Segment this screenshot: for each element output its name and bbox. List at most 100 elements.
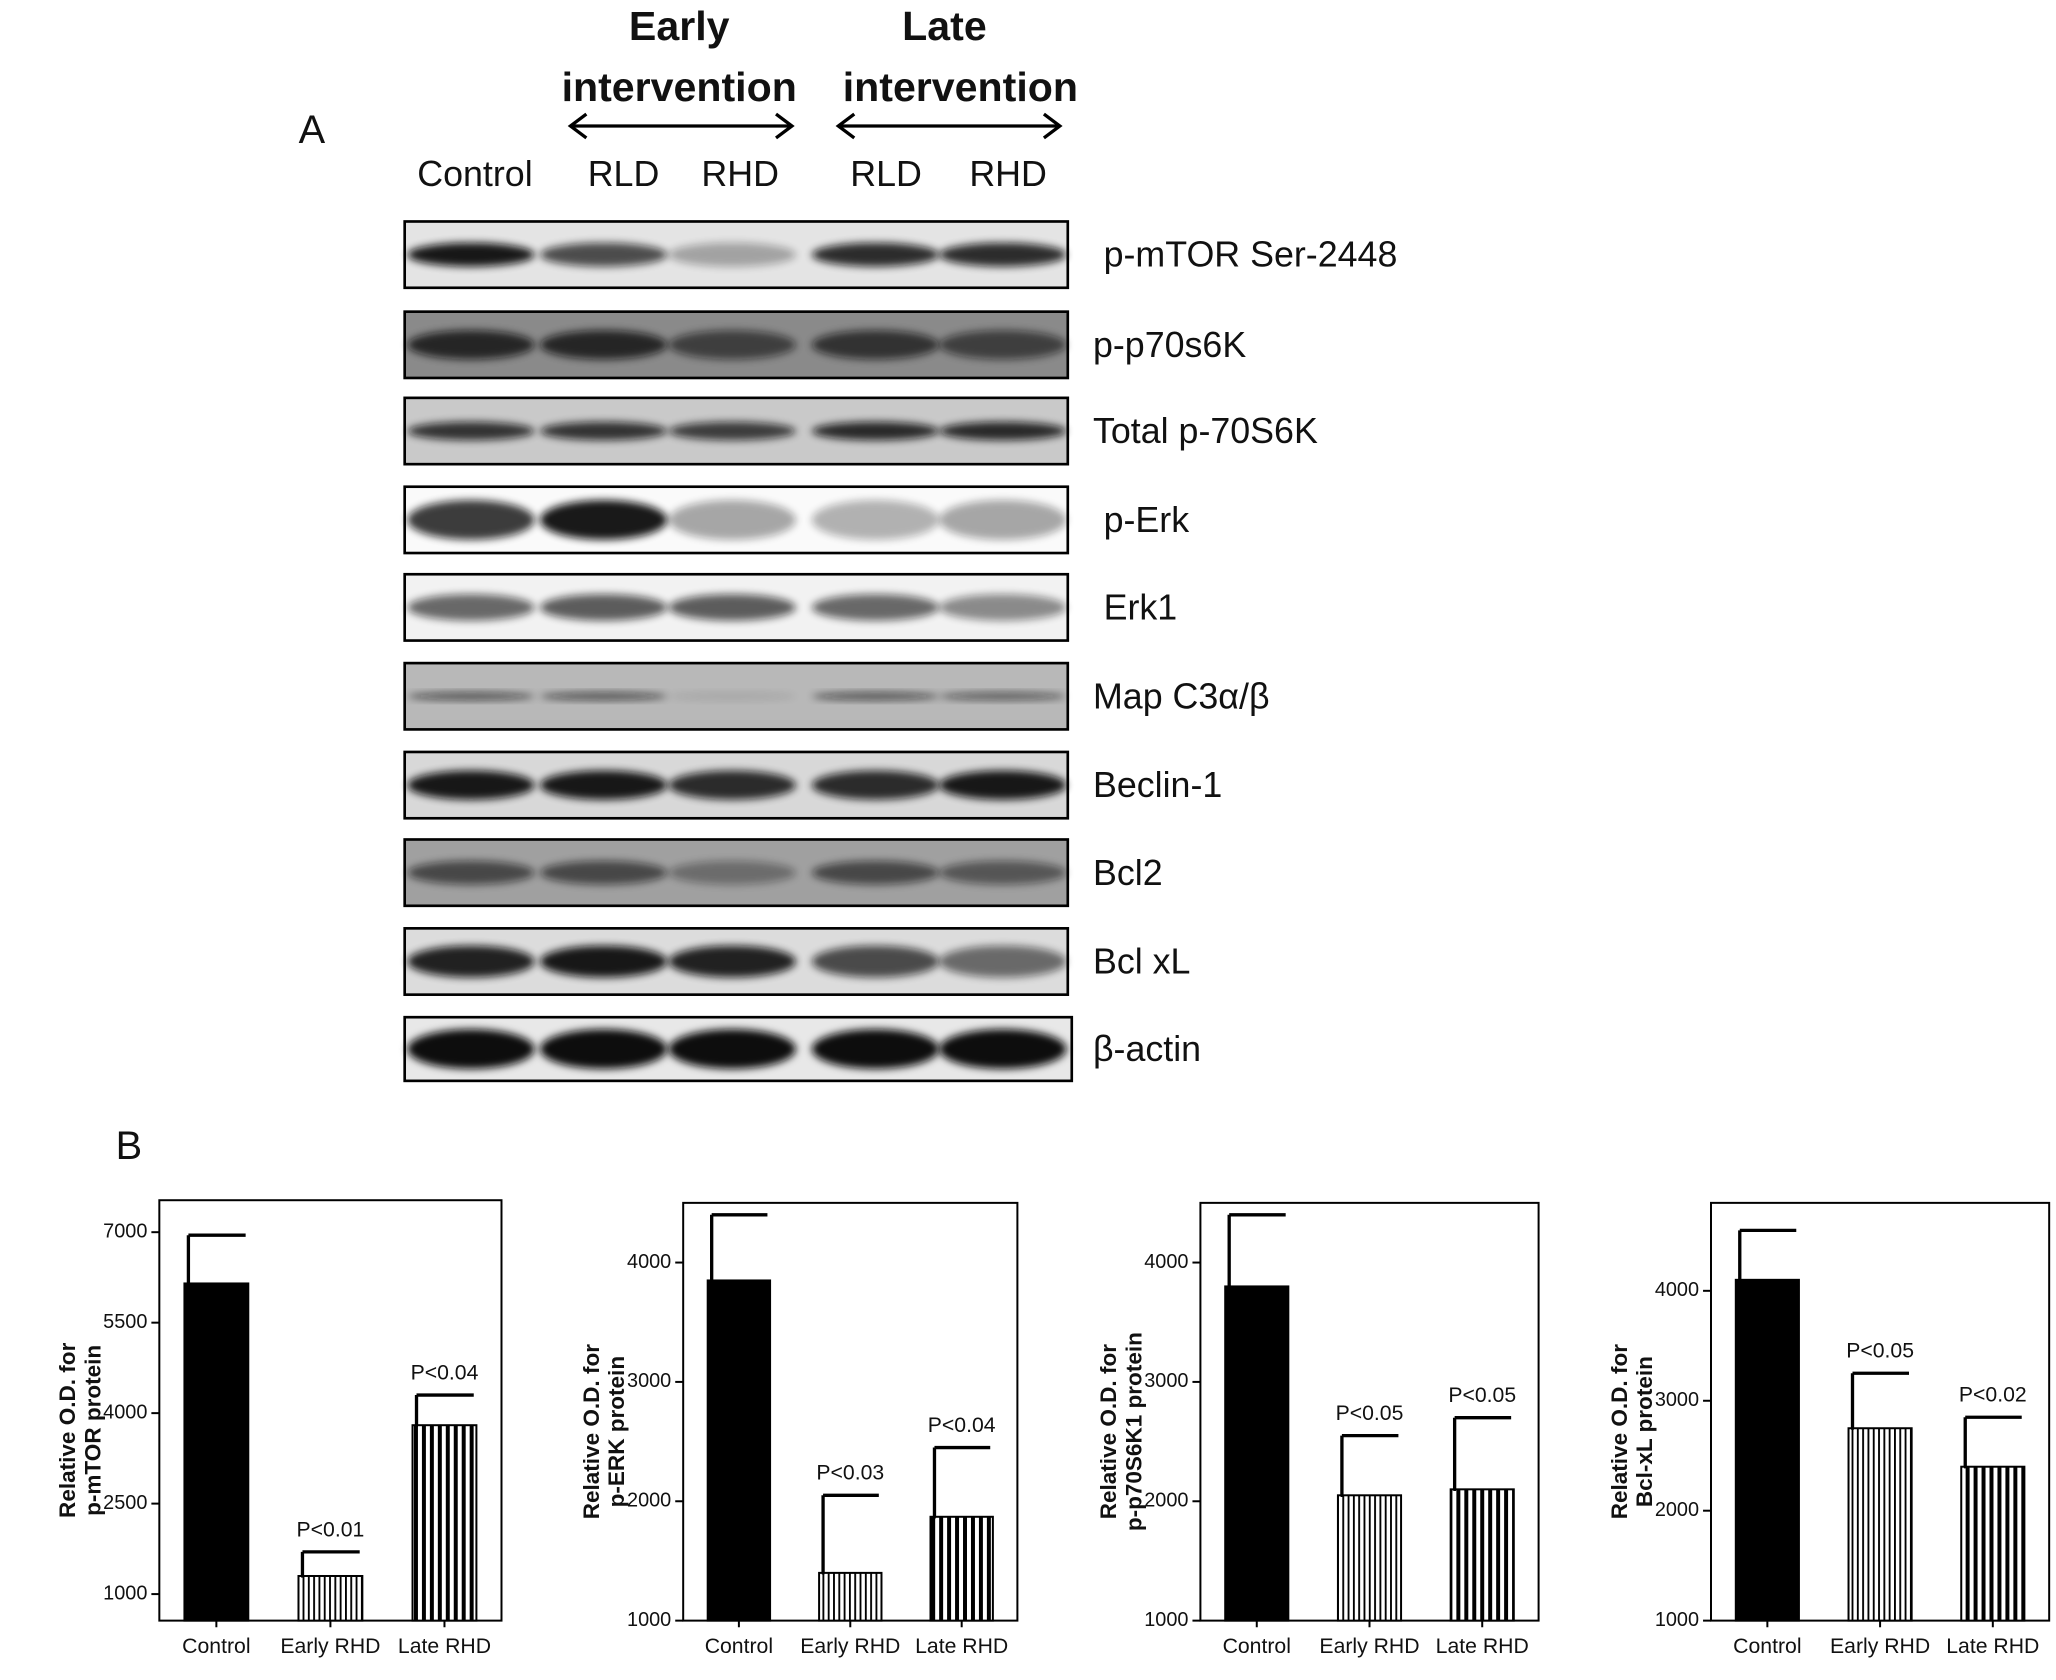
band [668, 770, 796, 800]
band [811, 242, 940, 267]
blot-label: β-actin [1093, 1029, 1201, 1069]
bar [1336, 1494, 1403, 1622]
y-axis-label: Relative O.D. for [579, 1344, 604, 1520]
p-value: P<0.03 [816, 1462, 884, 1485]
group-title: intervention [843, 64, 1078, 110]
x-tick-label: Control [182, 1635, 250, 1658]
p-value: P<0.05 [1846, 1340, 1914, 1363]
y-axis-label: p-ERK protein [604, 1356, 629, 1507]
band [811, 860, 940, 885]
band [668, 1029, 796, 1069]
band [939, 499, 1067, 540]
x-tick-label: Late RHD [1946, 1635, 2039, 1658]
group-title: intervention [562, 64, 797, 110]
band [939, 242, 1067, 267]
y-tick-label: 4000 [1144, 1251, 1188, 1273]
y-tick-label: 4000 [1655, 1279, 1699, 1301]
y-tick-label: 1000 [1655, 1609, 1699, 1631]
band [539, 692, 668, 701]
band [668, 860, 796, 885]
band [668, 499, 796, 540]
y-tick-label: 3000 [1144, 1370, 1188, 1392]
band [668, 421, 796, 441]
blot [403, 572, 1070, 642]
y-tick-label: 1000 [103, 1582, 147, 1604]
y-tick-label: 7000 [103, 1220, 147, 1242]
error-bar [186, 1233, 246, 1286]
y-axis-label: p-mTOR protein [80, 1345, 105, 1516]
x-tick-label: Early RHD [1830, 1635, 1930, 1658]
blot-label: Map C3α/β [1093, 676, 1270, 716]
band [407, 770, 535, 800]
band [939, 330, 1067, 360]
band [939, 860, 1067, 885]
blot [403, 838, 1070, 908]
bar [1847, 1427, 1913, 1622]
band [811, 421, 940, 441]
band [407, 242, 535, 267]
band [407, 330, 535, 360]
error-bar [1227, 1213, 1286, 1289]
blot [403, 927, 1070, 996]
band [939, 421, 1067, 441]
band [811, 692, 940, 701]
x-tick-label: Control [705, 1635, 773, 1658]
blot [403, 750, 1070, 820]
band [668, 330, 796, 360]
y-tick-label: 2000 [627, 1490, 671, 1512]
bar [1449, 1488, 1515, 1622]
y-tick-label: 4000 [103, 1401, 147, 1423]
y-tick-label: 2000 [1144, 1490, 1188, 1512]
x-tick-label: Early RHD [1319, 1635, 1419, 1658]
p-value: P<0.05 [1336, 1402, 1404, 1425]
blots [403, 220, 1074, 1083]
x-tick-label: Control [1223, 1635, 1291, 1658]
lane-label: Control [417, 154, 532, 194]
lane-label: RLD [588, 154, 660, 194]
band [407, 692, 535, 701]
band [407, 421, 535, 441]
error-bar [1340, 1433, 1399, 1497]
band [539, 594, 668, 621]
bar [929, 1515, 994, 1622]
error-bar [1963, 1415, 2022, 1469]
band [539, 1029, 668, 1069]
band [811, 770, 940, 800]
panel-letter: B [116, 1124, 143, 1168]
x-tick-label: Late RHD [915, 1635, 1008, 1658]
band [939, 770, 1067, 800]
bar [1960, 1465, 2026, 1622]
y-axis-label: Relative O.D. for [55, 1342, 80, 1518]
error-bar [1452, 1416, 1512, 1491]
y-tick-label: 4000 [627, 1251, 671, 1273]
blot [403, 220, 1070, 290]
error-bar [1738, 1228, 1797, 1282]
blot [403, 485, 1070, 555]
band [539, 945, 668, 978]
error-bar [932, 1445, 991, 1519]
band [539, 860, 668, 885]
band [539, 242, 668, 267]
band [811, 1029, 940, 1069]
blot-label: Total p-70S6K [1093, 411, 1318, 451]
bar-chart: 1000 2000 3000 4000 Control Early RHD Late RHD… [1096, 1201, 1540, 1658]
x-tick-label: Late RHD [1436, 1635, 1529, 1658]
x-tick-label: Late RHD [398, 1635, 491, 1658]
p-value: P<0.01 [297, 1518, 365, 1541]
y-tick-label: 1000 [627, 1609, 671, 1631]
error-bar [821, 1493, 879, 1575]
p-value: P<0.02 [1959, 1384, 2027, 1407]
group-title: Early [629, 3, 730, 49]
y-axis-label: Bcl-xL protein [1632, 1356, 1657, 1507]
band [407, 499, 535, 540]
band [407, 594, 535, 621]
band [539, 421, 668, 441]
band [668, 594, 796, 621]
bar-chart: 1000 2000 3000 4000 Control Early RHD Late RHD… [579, 1201, 1019, 1658]
error-bar [1850, 1371, 1909, 1430]
p-value: P<0.04 [411, 1361, 479, 1384]
arrows [567, 112, 1063, 140]
x-tick-label: Early RHD [280, 1635, 380, 1658]
y-axis-label: p-p70S6K1 protein [1121, 1332, 1146, 1531]
band [939, 692, 1067, 701]
